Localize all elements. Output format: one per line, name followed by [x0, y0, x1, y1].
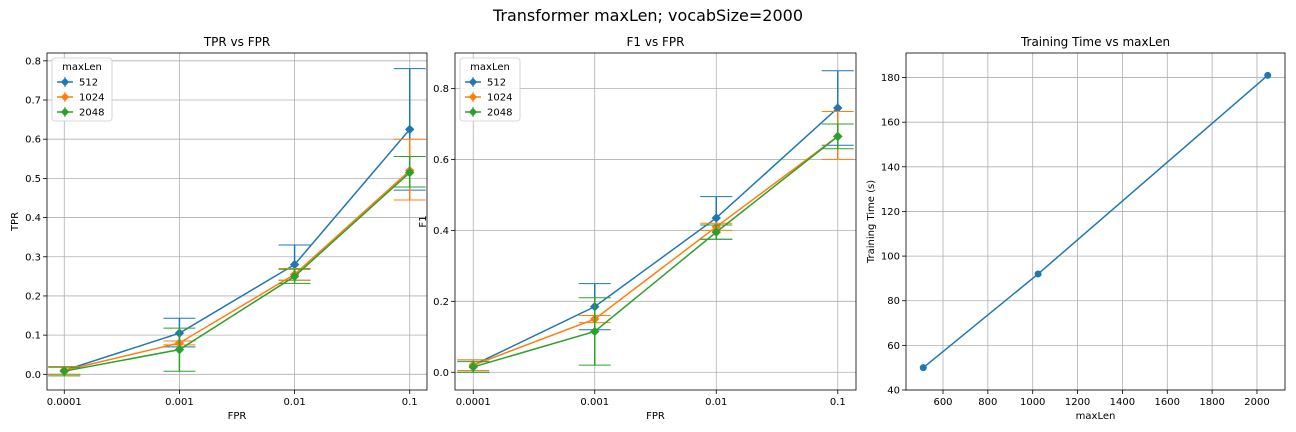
- y-tick-label: 140: [881, 162, 900, 173]
- series-2048: [457, 123, 854, 373]
- y-tick-label: 0.8: [25, 56, 41, 67]
- x-tick-label: 1200: [1065, 397, 1090, 408]
- x-axis-label: FPR: [228, 411, 247, 422]
- legend-label: 2048: [79, 108, 104, 119]
- x-tick-label: 0.0001: [47, 397, 82, 408]
- data-point: [59, 366, 69, 376]
- data-point: [711, 213, 721, 223]
- series-line: [64, 128, 411, 372]
- data-point: [289, 271, 300, 282]
- y-axis-label: F1: [418, 215, 429, 227]
- x-axis-label: FPR: [646, 411, 665, 422]
- series-line: [472, 107, 839, 366]
- data-point: [711, 227, 721, 237]
- y-tick-label: 160: [881, 118, 900, 129]
- x-tick-label: 800: [978, 397, 997, 408]
- x-tick-label: 1000: [1020, 397, 1045, 408]
- series-line: [472, 135, 839, 366]
- chart-title: Training Time vs maxLen: [1020, 35, 1170, 49]
- data-point: [174, 344, 185, 355]
- data-point: [1264, 71, 1272, 79]
- legend-marker: [60, 77, 70, 87]
- y-tick-label: 0.2: [25, 291, 41, 302]
- series-line: [64, 170, 411, 372]
- x-tick-label: 2000: [1244, 397, 1269, 408]
- y-axis-label: TPR: [10, 212, 21, 232]
- y-tick-label: 0.4: [433, 226, 449, 237]
- y-tick-label: 100: [881, 252, 900, 263]
- legend-label: 512: [79, 78, 98, 89]
- data-point: [405, 124, 415, 135]
- chart-panel-2: 0.0001 0.001 0.01 0.1 0.0 0.2 0.4 0.6 0.8 F1 vs F…: [418, 35, 857, 422]
- x-axis-label: maxLen: [1076, 411, 1116, 422]
- series-line: [473, 135, 839, 368]
- series-2048: [48, 155, 426, 377]
- y-tick-label: 40: [887, 386, 900, 397]
- y-tick-label: 0.0: [433, 368, 449, 379]
- series-line: [64, 171, 411, 372]
- y-tick-label: 0.1: [25, 331, 41, 342]
- y-tick-label: 0.7: [25, 96, 41, 107]
- chart-title: F1 vs FPR: [627, 35, 685, 49]
- legend-box: [459, 57, 521, 122]
- y-tick-label: 0.2: [433, 297, 449, 308]
- data-point: [405, 167, 415, 178]
- legend: maxLen 512 1024 2048: [51, 57, 113, 122]
- legend-marker: [60, 92, 70, 102]
- data-point: [833, 131, 843, 142]
- y-tick-label: 0.6: [433, 155, 449, 166]
- chart-panel-3: 600 800 1000 1200 1400 1600 1800 2000 40 60 80 100 1…: [866, 35, 1286, 422]
- x-tick-label: 1400: [1110, 397, 1135, 408]
- y-tick-label: 60: [887, 341, 900, 352]
- x-tick-label: 0.1: [402, 397, 418, 408]
- data-point: [919, 364, 927, 372]
- x-tick-label: 1800: [1199, 397, 1224, 408]
- y-tick-label: 180: [881, 73, 900, 84]
- x-tick-label: 0.01: [283, 397, 305, 408]
- axes-frame: [454, 52, 857, 391]
- legend-marker: [468, 92, 478, 102]
- y-tick-label: 0.0: [25, 370, 41, 381]
- x-tick-label: 1600: [1155, 397, 1180, 408]
- y-tick-label: 80: [887, 296, 900, 307]
- legend-label: 2048: [487, 108, 512, 119]
- y-tick-label: 0.4: [25, 213, 41, 224]
- data-point: [590, 326, 600, 337]
- chart-title: TPR vs FPR: [203, 35, 270, 49]
- legend-box: [51, 57, 113, 122]
- y-tick-label: 120: [881, 207, 900, 218]
- y-tick-label: 0.5: [25, 174, 41, 185]
- legend-label: 512: [487, 78, 506, 89]
- legend-marker: [468, 107, 478, 117]
- y-tick-label: 0.8: [433, 84, 449, 95]
- legend-title: maxLen: [470, 62, 510, 73]
- y-tick-label: 0.6: [25, 135, 41, 146]
- legend: maxLen 512 1024 2048: [459, 57, 521, 122]
- legend-marker: [468, 77, 478, 87]
- x-tick-label: 600: [933, 397, 952, 408]
- x-tick-label: 0.01: [705, 397, 727, 408]
- series-1: [919, 71, 1272, 372]
- series-1024: [457, 111, 854, 371]
- data-point: [1034, 270, 1042, 278]
- legend-marker: [60, 107, 70, 117]
- axes-frame: [46, 52, 428, 391]
- series-line: [922, 74, 1269, 369]
- x-tick-label: 0.001: [580, 397, 609, 408]
- legend-label: 1024: [79, 93, 104, 104]
- x-tick-label: 0.001: [165, 397, 194, 408]
- legend-label: 1024: [487, 93, 512, 104]
- figure-title: Transformer maxLen; vocabSize=2000: [492, 6, 803, 25]
- data-point: [468, 362, 478, 372]
- legend-title: maxLen: [62, 62, 102, 73]
- x-tick-label: 0.1: [830, 397, 846, 408]
- axes-frame: [905, 52, 1286, 391]
- y-axis-label: Training Time (s): [866, 180, 877, 264]
- chart-panel-1: 0.0001 0.001 0.01 0.1 0.0 0.1 0.2 0.3 0.4 0.5 0.6 0…: [10, 35, 428, 422]
- y-tick-label: 0.3: [25, 252, 41, 263]
- x-tick-label: 0.0001: [456, 397, 491, 408]
